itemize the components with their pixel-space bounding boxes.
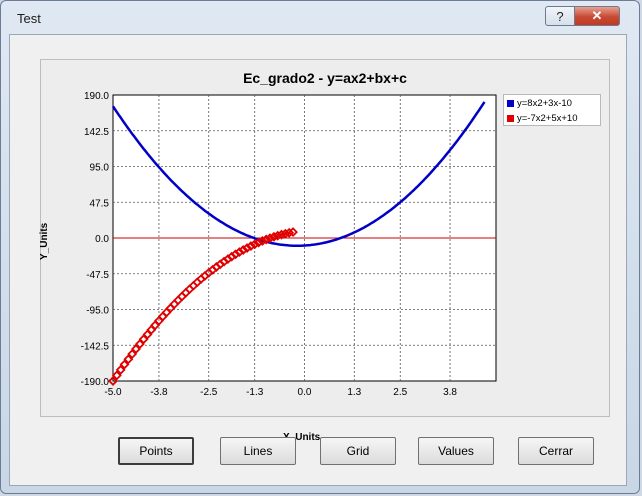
x-tick-label: -2.5 [200,387,218,398]
help-button[interactable]: ? [545,6,575,26]
legend-label: y=8x2+3x-10 [517,97,572,109]
data-point [253,237,264,248]
chart-legend: y=8x2+3x-10 y=-7x2+5x+10 [503,94,601,126]
y-axis-label: Y_Units [39,222,50,260]
x-tick-label: -3.8 [150,387,168,398]
grid-button[interactable]: Grid [320,437,396,465]
series-line [111,101,486,247]
x-tick-label: 2.5 [393,387,407,398]
y-tick-label: 190.0 [84,91,109,102]
legend-swatch-red [507,114,514,122]
legend-label: y=-7x2+5x+10 [517,112,578,124]
data-point [249,239,260,250]
legend-swatch-blue [507,99,514,107]
x-tick-label: 3.8 [443,387,457,398]
data-point [127,349,138,360]
dialog-body: Ec_grado2 - y=ax2+bx+c -5.0 -3.8 -2.5 -1.3 0… [9,34,627,486]
y-tick-label: 0.0 [95,234,109,245]
close-icon: ✕ [591,8,603,23]
data-point [138,334,149,345]
data-point [242,243,253,253]
data-point [230,249,241,260]
close-button[interactable]: ✕ [574,6,620,26]
title-bar: Test ? ✕ [1,1,639,35]
data-point [123,354,134,365]
legend-item: y=-7x2+5x+10 [504,111,600,125]
x-tick-label: 1.3 [347,387,361,398]
data-point [238,245,249,255]
data-point [111,370,122,381]
y-tick-label: -95.0 [86,306,109,317]
data-point [108,376,118,386]
y-tick-label: -142.5 [81,341,110,352]
data-point [245,241,256,252]
help-icon: ? [556,8,564,24]
x-tick-label: -1.3 [246,387,264,398]
window-title: Test [17,11,41,26]
data-point [115,364,126,375]
chart-panel: Ec_grado2 - y=ax2+bx+c -5.0 -3.8 -2.5 -1.3 0… [39,59,610,443]
data-point [257,236,268,246]
chart-plot: -5.0 -3.8 -2.5 -1.3 0.0 1.3 2.5 3.8 190.0 142.5 95… [81,91,497,398]
y-tick-label: 47.5 [90,198,110,209]
values-button[interactable]: Values [418,437,494,465]
y-tick-label: 142.5 [84,127,109,138]
chart-title: Ec_grado2 - y=ax2+bx+c [243,70,407,86]
legend-item: y=8x2+3x-10 [504,96,600,110]
y-tick-label: -47.5 [86,270,109,281]
x-axis-label: X_Units [283,432,321,443]
data-point [131,344,141,354]
data-point [234,247,245,258]
data-point [134,339,145,350]
points-button[interactable]: Points [118,437,194,465]
x-tick-label: 0.0 [298,387,312,398]
lines-button[interactable]: Lines [220,437,296,465]
cerrar-button[interactable]: Cerrar [518,437,594,465]
data-point [288,227,298,238]
data-point [119,359,130,370]
y-tick-label: -190.0 [81,377,110,388]
x-tick-label: -5.0 [104,387,122,398]
y-tick-label: 95.0 [90,163,110,174]
